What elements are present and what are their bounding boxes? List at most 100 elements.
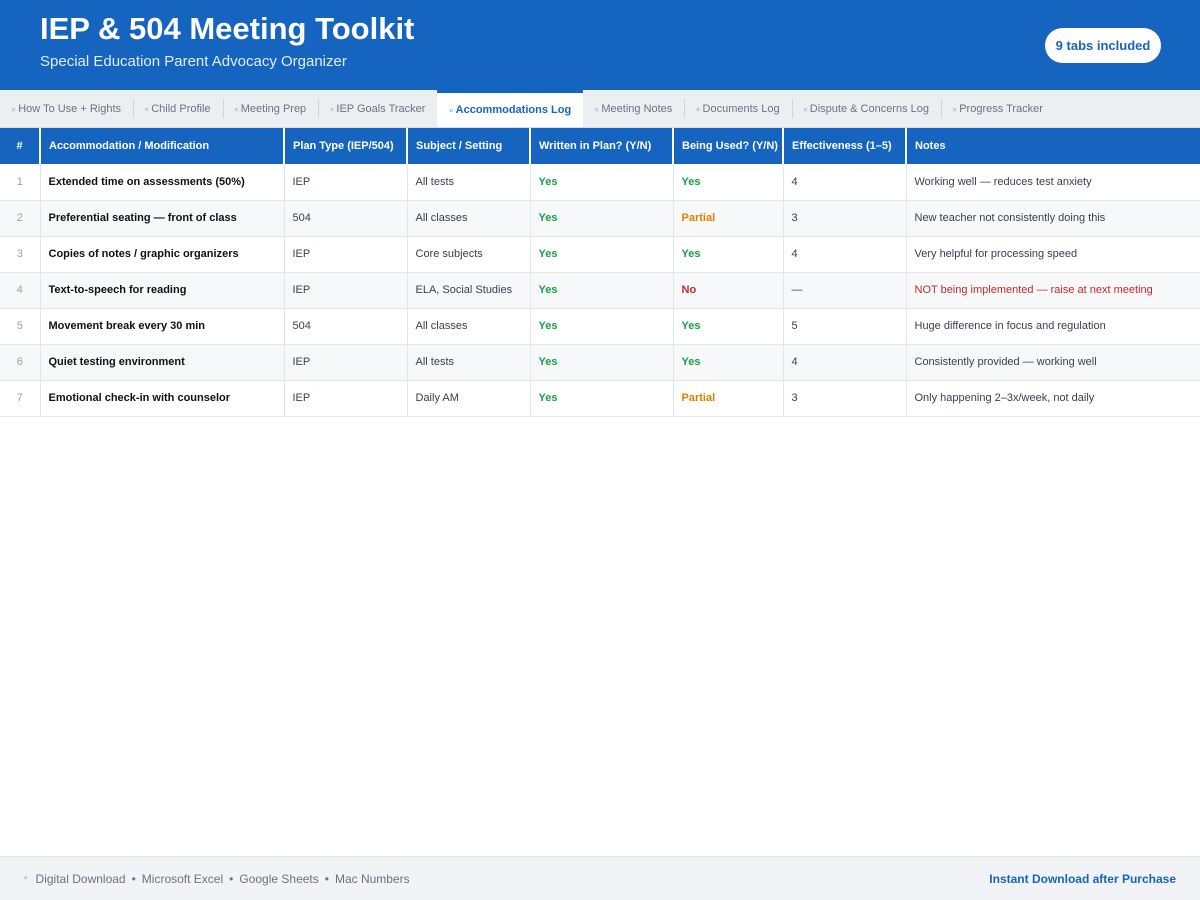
accommodation-cell[interactable]: Copies of notes / graphic organizers [40,236,285,272]
setting-cell[interactable]: ELA, Social Studies [407,272,531,308]
written-cell[interactable]: Yes [530,164,674,200]
tab-icon: ▫ [803,103,807,114]
setting-cell[interactable]: Daily AM [407,380,531,416]
written-cell[interactable]: Yes [530,344,674,380]
column-header[interactable]: Subject / Setting [407,128,531,164]
tab-child-profile[interactable]: ▫ Child Profile [133,90,223,127]
accommodation-cell[interactable]: Extended time on assessments (50%) [40,164,285,200]
tab-label: Documents Log [702,102,780,115]
being-used-cell[interactable]: No [673,272,784,308]
being-used-cell[interactable]: Yes [673,308,784,344]
column-header[interactable]: Notes [915,140,946,152]
notes-cell[interactable]: New teacher not consistently doing this [914,212,1106,224]
format-item: Google Sheets [239,871,319,886]
notes-cell[interactable]: Very helpful for processing speed [914,248,1078,260]
tab-icon: ▫ [696,103,700,114]
tab-meeting-prep[interactable]: ▫ Meeting Prep [222,90,319,127]
being-used-cell[interactable]: Partial [673,200,784,236]
setting-cell[interactable]: All tests [407,164,531,200]
table-row: 2 Preferential seating — front of class … [0,200,1200,236]
effectiveness-cell[interactable]: 3 [783,200,907,236]
setting-cell[interactable]: All classes [407,308,531,344]
notes-cell[interactable]: Consistently provided — working well [914,356,1097,368]
accommodation-cell[interactable]: Preferential seating — front of class [40,200,285,236]
sheet-tabs: ▫ How To Use + Rights ▫ Child Profile ▫ Mee… [0,90,1200,128]
being-used-cell[interactable]: Yes [673,344,784,380]
row-number-cell[interactable]: 3 [0,236,41,272]
row-number-cell[interactable]: 6 [0,344,41,380]
separator: • [229,871,234,886]
tab-documents-log[interactable]: ▫ Documents Log [684,90,791,127]
effectiveness-cell[interactable]: 3 [783,380,907,416]
footer-bar: ▫ Digital Download • Microsoft Excel • G… [0,856,1200,900]
written-cell[interactable]: Yes [530,200,674,236]
tab-iep-goals-tracker[interactable]: ▫ IEP Goals Tracker [318,90,437,127]
accommodations-table: # Accommodation / Modification Plan Type… [0,128,1200,417]
column-header[interactable]: Effectiveness (1–5) [783,128,907,164]
row-number-cell[interactable]: 7 [0,380,41,416]
table-row: 5 Movement break every 30 min 504 All cl… [0,308,1200,344]
notes-cell[interactable]: NOT being implemented — raise at next me… [914,284,1153,296]
plan-type-cell[interactable]: 504 [284,200,408,236]
effectiveness-cell[interactable]: 4 [783,344,907,380]
written-cell[interactable]: Yes [530,308,674,344]
plan-type-cell[interactable]: IEP [284,164,408,200]
accommodation-cell[interactable]: Quiet testing environment [40,344,285,380]
column-header[interactable]: Accommodation / Modification [40,128,285,164]
row-number-cell[interactable]: 5 [0,308,41,344]
tab-progress-tracker[interactable]: ▫ Progress Tracker [941,90,1055,127]
table-row: 1 Extended time on assessments (50%) IEP… [0,164,1200,200]
table-row: 7 Emotional check-in with counselor IEP … [0,380,1200,416]
tab-label: Accommodations Log [455,104,572,116]
tab-icon: ▫ [145,103,149,114]
setting-cell[interactable]: Core subjects [407,236,531,272]
notes-cell[interactable]: Huge difference in focus and regulation [914,320,1106,332]
effectiveness-cell[interactable]: 5 [783,308,907,344]
tab-icon: ▫ [953,103,957,114]
effectiveness-cell[interactable]: — [783,272,907,308]
being-used-cell[interactable]: Partial [673,380,784,416]
plan-type-cell[interactable]: IEP [284,380,408,416]
setting-cell[interactable]: All classes [407,200,531,236]
plan-type-cell[interactable]: 504 [284,308,408,344]
column-header[interactable]: Written in Plan? (Y/N) [530,128,674,164]
row-number-cell[interactable]: 4 [0,272,41,308]
notes-cell[interactable]: Working well — reduces test anxiety [914,175,1092,188]
format-item: Digital Download [35,871,126,886]
tab-how-to-use[interactable]: ▫ How To Use + Rights [0,90,133,127]
accommodation-cell[interactable]: Emotional check-in with counselor [40,380,285,416]
written-cell[interactable]: Yes [530,380,674,416]
tab-icon: ▫ [12,103,16,114]
written-cell[interactable]: Yes [530,236,674,272]
being-used-cell[interactable]: Yes [673,164,784,200]
tab-icon: ▫ [595,103,599,114]
instant-download-link[interactable]: Instant Download after Purchase [989,871,1176,886]
separator: • [324,871,329,886]
notes-cell[interactable]: Only happening 2–3x/week, not daily [914,392,1095,404]
tab-accommodations-log[interactable]: ▫ Accommodations Log [437,90,584,127]
row-number-cell[interactable]: 2 [0,200,41,236]
effectiveness-cell[interactable]: 4 [783,236,907,272]
tab-label: Child Profile [151,102,211,115]
column-header[interactable]: Being Used? (Y/N) [673,128,784,164]
written-cell[interactable]: Yes [530,272,674,308]
page-subtitle: Special Education Parent Advocacy Organi… [40,53,347,70]
plan-type-cell[interactable]: IEP [284,272,408,308]
tab-meeting-notes[interactable]: ▫ Meeting Notes [583,90,684,127]
being-used-cell[interactable]: Yes [673,236,784,272]
column-header[interactable]: Plan Type (IEP/504) [284,128,408,164]
plan-type-cell[interactable]: IEP [284,344,408,380]
table-header-row: # Accommodation / Modification Plan Type… [0,128,1200,164]
tab-icon: ▫ [330,103,334,114]
format-list: ▫ Digital Download • Microsoft Excel • G… [24,872,410,886]
row-number-cell[interactable]: 1 [0,164,41,200]
plan-type-cell[interactable]: IEP [284,236,408,272]
tab-label: IEP Goals Tracker [336,102,426,115]
accommodation-cell[interactable]: Movement break every 30 min [40,308,285,344]
tab-label: Meeting Notes [601,102,673,115]
accommodation-cell[interactable]: Text-to-speech for reading [40,272,285,308]
setting-cell[interactable]: All tests [407,344,531,380]
column-header[interactable]: # [0,128,41,164]
effectiveness-cell[interactable]: 4 [783,164,907,200]
tab-dispute-concerns-log[interactable]: ▫ Dispute & Concerns Log [791,90,941,127]
